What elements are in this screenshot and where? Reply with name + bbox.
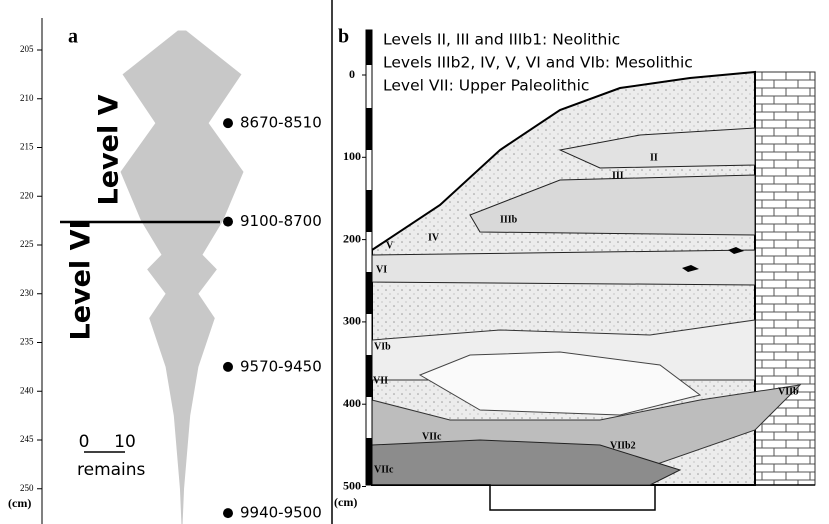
layer-label: II	[650, 152, 658, 163]
layer-label: V	[386, 240, 394, 251]
figure: a b (cm) (cm) 205 210 215 220 225 230 235 240 24…	[0, 0, 829, 524]
date-label: 9100-8700	[240, 212, 322, 230]
tick-label: 100	[343, 149, 361, 163]
tick-label: 220	[20, 190, 34, 200]
date-dot	[223, 508, 233, 518]
level-label: Level VI	[66, 219, 97, 340]
scale-tick-label: 0	[79, 432, 90, 452]
panel-label: b	[338, 26, 349, 48]
date-dot	[223, 118, 233, 128]
legend-text: Levels IIIb2, IV, V, VI and VIb: Mesolit…	[383, 54, 693, 72]
tick-label: 0	[349, 67, 355, 81]
scale-tick-label: 10	[114, 432, 136, 452]
tick-label: 225	[20, 239, 34, 249]
date-label: 9940-9500	[240, 504, 322, 522]
tick-label: 250	[20, 483, 34, 493]
scale-bar-b	[366, 30, 372, 485]
layer-label: VIIb	[778, 386, 799, 397]
tick-label: 235	[20, 337, 34, 347]
layer-label: VIIc	[422, 431, 442, 442]
unit-label: (cm)	[8, 496, 31, 510]
panel-label: a	[68, 26, 78, 48]
tick-label: 500	[343, 478, 361, 492]
tick-label: 200	[343, 231, 361, 245]
date-label: 8670-8510	[240, 114, 322, 132]
date-label: 9570-9450	[240, 357, 322, 375]
layer-label: VIIc	[374, 464, 394, 475]
layer-label: III	[612, 170, 624, 181]
legend-text: Levels II, III and IIIb1: Neolithic	[383, 31, 620, 49]
level-label: Level V	[94, 94, 125, 205]
date-dot	[223, 217, 233, 227]
tick-label: 400	[343, 396, 361, 410]
scale-label: remains	[77, 460, 146, 480]
tick-label: 230	[20, 288, 34, 298]
legend-text: Level VII: Upper Paleolithic	[383, 77, 589, 95]
tick-label: 300	[343, 314, 361, 328]
section-drawing	[372, 72, 815, 510]
page: a b (cm) (cm) 205 210 215 220 225 230 235 240 24…	[0, 0, 829, 524]
layer-label: IIIb	[500, 214, 518, 225]
kite	[121, 31, 244, 524]
layer-label: VIb	[374, 341, 391, 352]
unit-label: (cm)	[334, 495, 357, 509]
tick-label: 215	[20, 142, 34, 152]
tick-label: 205	[20, 44, 34, 54]
layer-label: VIIb2	[610, 440, 636, 451]
tick-label: 240	[20, 385, 34, 395]
layer-label: IV	[428, 232, 440, 243]
tick-label: 245	[20, 434, 34, 444]
date-dot	[223, 362, 233, 372]
layer-label: VI	[376, 264, 387, 275]
tick-label: 210	[20, 93, 34, 103]
layer-label: VII	[373, 375, 388, 386]
